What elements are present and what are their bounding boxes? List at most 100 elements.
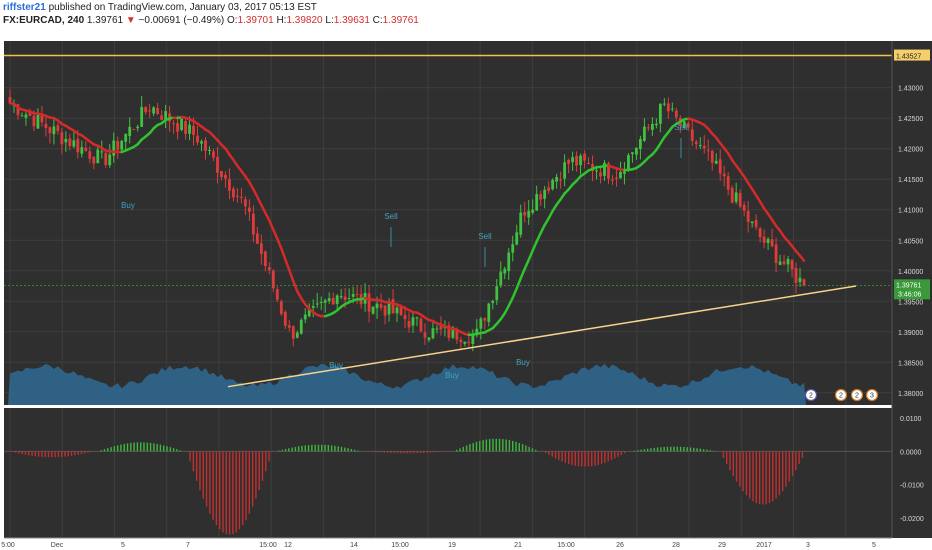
candle-body — [654, 123, 658, 126]
open-label: O: — [226, 15, 238, 26]
candle-body — [391, 299, 395, 314]
candle-body — [291, 326, 295, 339]
candle-body — [367, 293, 371, 312]
candle-body — [455, 329, 459, 340]
event-marker-icon[interactable] — [834, 388, 848, 402]
last-price: 1.39761 — [86, 15, 124, 26]
candle-body — [92, 156, 96, 164]
price-tick-label: 1.38500 — [898, 360, 923, 367]
candle-body — [694, 141, 698, 145]
candle-body — [447, 325, 451, 338]
candle-body — [551, 179, 555, 190]
candle-body — [790, 260, 794, 270]
candle-body — [555, 176, 559, 182]
time-tick-label: 5:00 — [1, 542, 15, 549]
publish-info: published on TradingView.com, January 03… — [48, 2, 317, 13]
candle-body — [164, 111, 168, 121]
trend-line[interactable] — [227, 285, 857, 388]
time-tick-label: Dec — [51, 542, 64, 549]
candle-body — [160, 115, 164, 120]
close-value: 1.39761 — [382, 15, 419, 26]
last-price-tag — [894, 279, 930, 300]
candle-body — [24, 114, 28, 118]
buy-label: Buy — [516, 358, 530, 367]
countdown-label: 3:46:06 — [898, 291, 921, 298]
candle-body — [730, 187, 734, 203]
oscillator-panel[interactable] — [4, 408, 892, 538]
candle-body — [754, 220, 758, 228]
symbol-label[interactable]: FX:EURCAD, 240 — [3, 15, 85, 26]
price-panel[interactable] — [4, 41, 892, 405]
candle-body — [646, 127, 650, 129]
candle-body — [670, 108, 674, 110]
candle-body — [786, 258, 790, 265]
candle-body — [220, 170, 223, 177]
candle-body — [343, 296, 347, 301]
moving-average-segment — [507, 296, 514, 308]
candle-body — [335, 295, 339, 304]
candle-body — [583, 153, 586, 161]
event-marker-icon[interactable] — [865, 388, 879, 402]
candle-body — [666, 103, 670, 112]
event-marker-icon[interactable] — [850, 388, 864, 402]
candle-body — [471, 333, 475, 344]
candle-body — [200, 141, 203, 144]
candle-body — [611, 179, 614, 181]
candle-body — [136, 126, 140, 129]
candle-body — [208, 149, 211, 151]
candle-body — [375, 303, 379, 309]
moving-average-segment — [288, 268, 295, 283]
candle-body — [758, 228, 762, 238]
candle-body — [52, 126, 56, 135]
candle-body — [658, 103, 662, 124]
chart-canvas[interactable]: Buy Sell Sell Buy Buy Buy Sell 2 2 2 3 1.43000 1.42… — [0, 28, 932, 550]
author-link[interactable]: riffster21 — [3, 2, 46, 13]
event-marker-icon[interactable] — [804, 388, 818, 402]
oscillator-tick-label: -0.0100 — [900, 483, 924, 490]
moving-average-segment — [547, 209, 554, 220]
candle-body — [244, 199, 247, 207]
time-tick-label: 28 — [672, 542, 680, 549]
candle-body — [487, 303, 491, 322]
candle-body — [84, 147, 88, 151]
candle-body — [108, 154, 112, 166]
candle-body — [299, 319, 303, 334]
candle-body — [766, 238, 770, 243]
candle-body — [387, 301, 391, 315]
candle-body — [116, 140, 120, 150]
candle-body — [479, 318, 483, 329]
oscillator-tick-label: 0.0000 — [900, 449, 922, 456]
candle-body — [56, 125, 60, 132]
time-tick-label: 3 — [806, 542, 810, 549]
candle-body — [431, 328, 435, 339]
candle-body — [710, 151, 714, 163]
candle-body — [32, 115, 36, 127]
close-label: C: — [372, 15, 383, 26]
candle-body — [475, 328, 479, 336]
candle-body — [419, 318, 423, 332]
candle-body — [251, 213, 255, 235]
event-marker-count: 3 — [870, 393, 874, 400]
moving-average-segment — [248, 181, 255, 191]
candle-body — [615, 177, 618, 179]
candle-body — [415, 317, 419, 319]
candle-body — [48, 127, 52, 133]
moving-average-segment — [531, 240, 538, 252]
time-tick-label: 26 — [616, 542, 624, 549]
candle-body — [287, 325, 291, 328]
candle-body — [515, 232, 519, 245]
ohlc-line: FX:EURCAD, 240 1.39761 ▼ −0.00691 (−0.49… — [3, 14, 419, 27]
candle-body — [423, 332, 427, 338]
candle-body — [140, 107, 144, 127]
price-tick-label: 1.42500 — [898, 116, 923, 123]
candle-body — [782, 261, 786, 265]
time-axis — [0, 538, 932, 550]
candle-body — [224, 174, 227, 179]
candle-body — [499, 271, 503, 287]
time-tick-label: 5 — [121, 542, 125, 549]
price-tick-label: 1.38000 — [898, 391, 923, 398]
candle-body — [331, 297, 335, 305]
candle-body — [463, 341, 467, 344]
candle-body — [682, 121, 686, 129]
candle-body — [36, 114, 40, 129]
